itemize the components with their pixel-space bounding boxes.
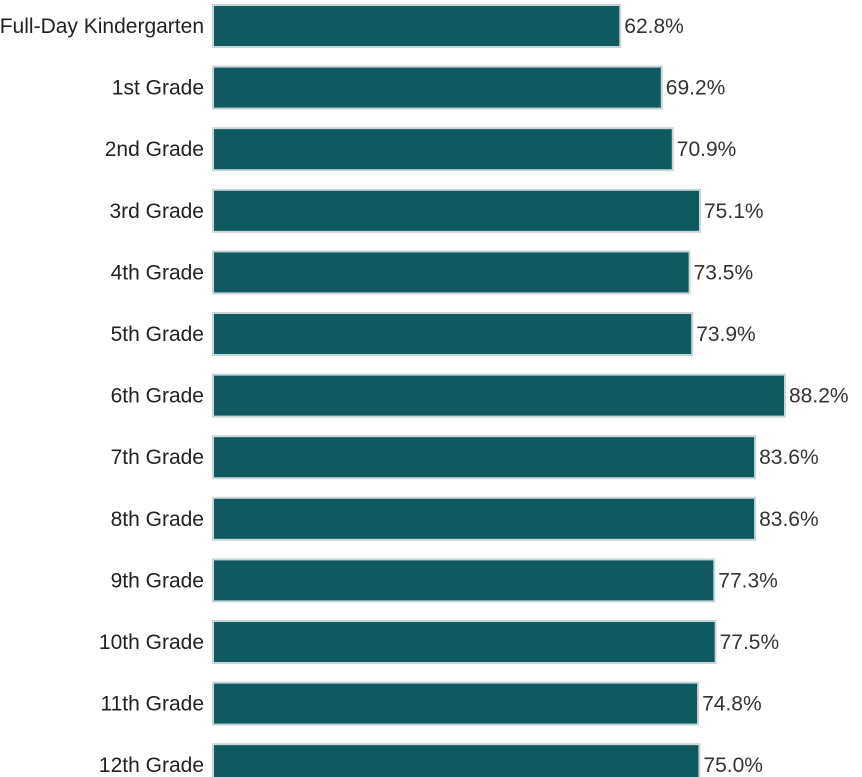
bar-12 xyxy=(212,681,700,726)
value-label: 75.0% xyxy=(703,754,763,777)
bars-layer xyxy=(212,4,786,777)
bar-7 xyxy=(212,373,786,418)
value-label: 69.2% xyxy=(666,77,726,100)
bar-1 xyxy=(212,4,622,48)
bar-6 xyxy=(212,312,694,356)
bar-9 xyxy=(212,496,757,541)
category-label: 8th Grade xyxy=(111,508,204,531)
bar-11 xyxy=(212,620,717,664)
bar-4 xyxy=(212,188,701,233)
value-label: 88.2% xyxy=(789,385,849,408)
category-label: 6th Grade xyxy=(111,385,204,408)
bar-5 xyxy=(212,250,691,295)
bar-10 xyxy=(212,558,716,603)
category-label: 11th Grade xyxy=(100,693,204,716)
value-labels: 62.8% 69.2% 70.9% 75.1% 73.5% 73.9% 88.2% 83.6%… xyxy=(624,15,848,777)
category-label: 4th Grade xyxy=(111,261,204,284)
value-label: 62.8% xyxy=(624,15,684,38)
bar-13 xyxy=(212,743,701,777)
category-label: Full-Day Kindergarten xyxy=(0,15,204,38)
category-label: 9th Grade xyxy=(111,569,204,592)
value-label: 70.9% xyxy=(677,138,737,161)
category-label: 5th Grade xyxy=(111,323,204,346)
category-label: 10th Grade xyxy=(99,631,204,654)
bar-2 xyxy=(212,65,663,110)
value-label: 77.3% xyxy=(718,569,778,592)
value-label: 83.6% xyxy=(759,508,819,531)
value-label: 83.6% xyxy=(759,446,819,469)
value-label: 73.9% xyxy=(696,323,756,346)
bar-3 xyxy=(212,127,674,172)
value-label: 75.1% xyxy=(704,200,764,223)
category-label: 7th Grade xyxy=(111,446,204,469)
category-labels: Full-Day Kindergarten 1st Grade 2nd Grade 3… xyxy=(0,15,204,777)
bar-8 xyxy=(212,435,757,480)
category-label: 12th Grade xyxy=(99,754,204,777)
category-label: 1st Grade xyxy=(112,77,204,100)
value-label: 73.5% xyxy=(694,261,754,284)
value-label: 77.5% xyxy=(720,631,780,654)
category-label: 2nd Grade xyxy=(105,138,204,161)
value-label: 74.8% xyxy=(702,693,762,716)
category-label: 3rd Grade xyxy=(109,200,204,223)
